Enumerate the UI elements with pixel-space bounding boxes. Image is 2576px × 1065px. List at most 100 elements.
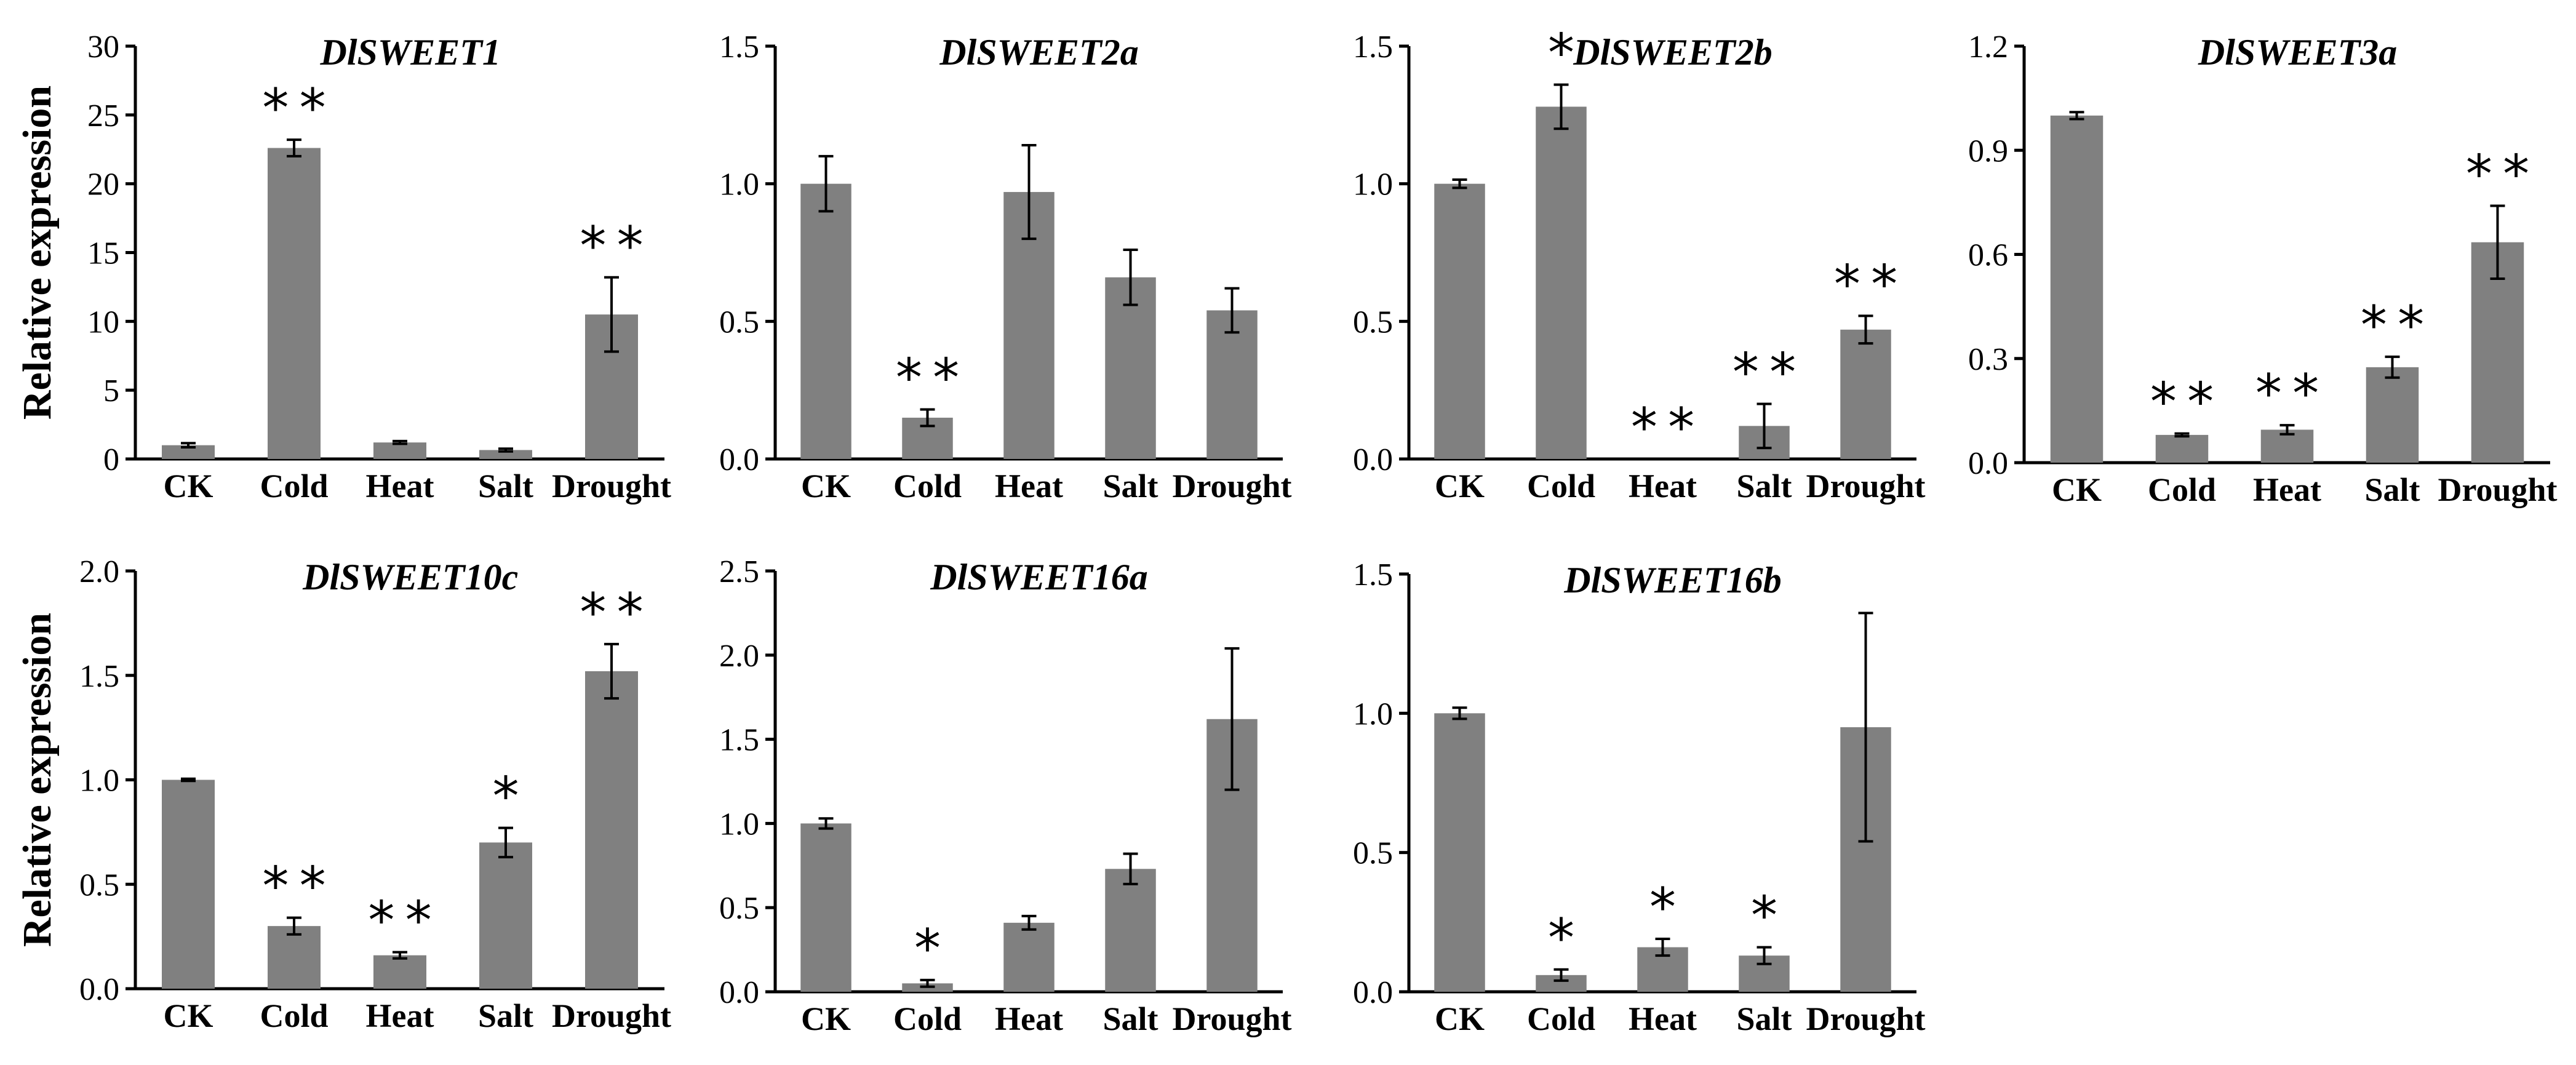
x-category-label: Salt [1103, 1000, 1158, 1037]
x-category-label: Heat [1629, 468, 1697, 505]
y-tick-label: 1.0 [79, 764, 119, 799]
significance-marker: * [1751, 885, 1777, 947]
y-tick-label: 30 [87, 30, 119, 65]
significance-marker: * [493, 766, 519, 828]
significance-marker: * * [896, 347, 959, 409]
chart-panel-5: 0.0 0.5 1.0 1.5 2.0 Relative expression DlSWEE… [15, 554, 671, 1034]
y-tick-label: 1.5 [1353, 30, 1393, 65]
x-category-label: CK [1435, 1000, 1485, 1037]
bar-heat [1003, 922, 1055, 992]
x-category-label: CK [164, 468, 213, 505]
x-category-label: Salt [1736, 1000, 1792, 1037]
x-category-label: Cold [893, 1000, 962, 1037]
bar-salt [479, 450, 532, 459]
y-tick-label: 0 [103, 442, 119, 477]
bar-salt [2366, 367, 2419, 463]
bar-heat [373, 955, 426, 989]
significance-marker: * [914, 918, 941, 979]
bar-cold [268, 148, 321, 459]
significance-marker: * * [262, 78, 325, 139]
y-tick-label: 0.5 [1353, 305, 1393, 340]
x-category-label: Cold [1527, 1000, 1595, 1037]
y-tick-label: 1.0 [719, 807, 759, 842]
significance-marker: * [1649, 877, 1676, 938]
x-category-label: Heat [366, 997, 434, 1034]
y-axis-title: Relative expression [15, 613, 60, 947]
x-category-label: Heat [995, 1000, 1063, 1037]
bar-ck [800, 183, 851, 459]
y-tick-label: 1.0 [1353, 696, 1393, 732]
significance-marker: * * [1834, 253, 1897, 315]
x-category-label: Heat [2253, 471, 2321, 508]
bar-cold [268, 926, 321, 989]
x-category-label: Cold [2148, 471, 2216, 508]
y-tick-label: 0.0 [719, 442, 759, 477]
bar-drought [585, 671, 638, 989]
significance-marker: * * [368, 890, 431, 952]
x-category-label: Drought [2438, 471, 2557, 508]
bar-ck [1434, 183, 1485, 459]
bar-ck [162, 445, 215, 459]
panel-title: DlSWEET16b [1563, 560, 1781, 600]
bar-ck [2050, 115, 2103, 463]
significance-marker: * [1548, 907, 1574, 969]
panel-title: DlSWEET2a [939, 32, 1138, 73]
y-tick-label: 2.0 [719, 639, 759, 674]
y-tick-label: 0.0 [1353, 442, 1393, 477]
panel-title: DlSWEET16a [930, 557, 1147, 597]
x-category-label: Drought [1172, 1000, 1291, 1037]
y-tick-label: 15 [87, 236, 119, 271]
chart-panel-1: 0 5 10 15 20 25 30 Relative expression DlSWEET1 C… [15, 30, 671, 505]
y-tick-label: 0.0 [79, 972, 119, 1007]
chart-panel-4: 0.0 0.3 0.6 0.9 1.2 DlSWEET3a CK * * Cold * * Heat… [1968, 30, 2558, 508]
x-category-label: Cold [260, 997, 328, 1034]
x-category-label: Cold [893, 468, 962, 505]
significance-marker: * * [2361, 295, 2424, 356]
x-category-label: Heat [366, 468, 434, 505]
y-tick-label: 1.0 [1353, 167, 1393, 202]
y-tick-label: 0.9 [1968, 134, 2008, 169]
x-category-label: Cold [1527, 468, 1595, 505]
y-tick-label: 2.5 [719, 554, 759, 589]
significance-marker: * * [2466, 144, 2529, 205]
significance-marker: * * [580, 582, 643, 644]
x-category-label: Cold [260, 468, 328, 505]
y-tick-label: 10 [87, 305, 119, 340]
y-tick-label: 0.5 [79, 868, 119, 903]
y-tick-label: 0.0 [719, 975, 759, 1010]
significance-marker: * * [580, 215, 643, 277]
y-tick-label: 2.0 [79, 554, 119, 589]
significance-marker: * * [1733, 342, 1796, 404]
significance-marker: * * [262, 856, 325, 917]
x-category-label: Drought [1806, 1000, 1925, 1037]
bar-salt [479, 842, 532, 989]
y-tick-label: 5 [103, 373, 119, 409]
bar-salt [1105, 869, 1156, 992]
x-category-label: Drought [1172, 468, 1291, 505]
x-category-label: Drought [552, 997, 671, 1034]
x-category-label: CK [1435, 468, 1485, 505]
x-category-label: CK [801, 468, 851, 505]
y-tick-label: 1.2 [1968, 30, 2008, 65]
x-category-label: Heat [995, 468, 1063, 505]
chart-panel-2: 0.0 0.5 1.0 1.5 DlSWEET2a CK * * Cold Heat Salt Dr… [719, 30, 1292, 505]
x-category-label: CK [801, 1000, 851, 1037]
y-tick-label: 0.5 [1353, 836, 1393, 871]
y-tick-label: 0.5 [719, 305, 759, 340]
y-tick-label: 1.5 [1353, 557, 1393, 592]
y-tick-label: 1.0 [719, 167, 759, 202]
panel-title: DlSWEET3a [2198, 32, 2397, 73]
x-category-label: Salt [2364, 471, 2420, 508]
y-tick-label: 1.5 [719, 723, 759, 758]
significance-marker: * * [2150, 372, 2214, 433]
y-tick-label: 1.5 [719, 30, 759, 65]
y-tick-label: 0.5 [719, 891, 759, 926]
bar-ck [162, 780, 215, 989]
y-tick-label: 0.0 [1968, 446, 2008, 481]
bar-ck [1434, 713, 1485, 992]
x-category-label: Drought [552, 468, 671, 505]
y-tick-label: 25 [87, 98, 119, 134]
x-category-label: CK [2052, 471, 2102, 508]
